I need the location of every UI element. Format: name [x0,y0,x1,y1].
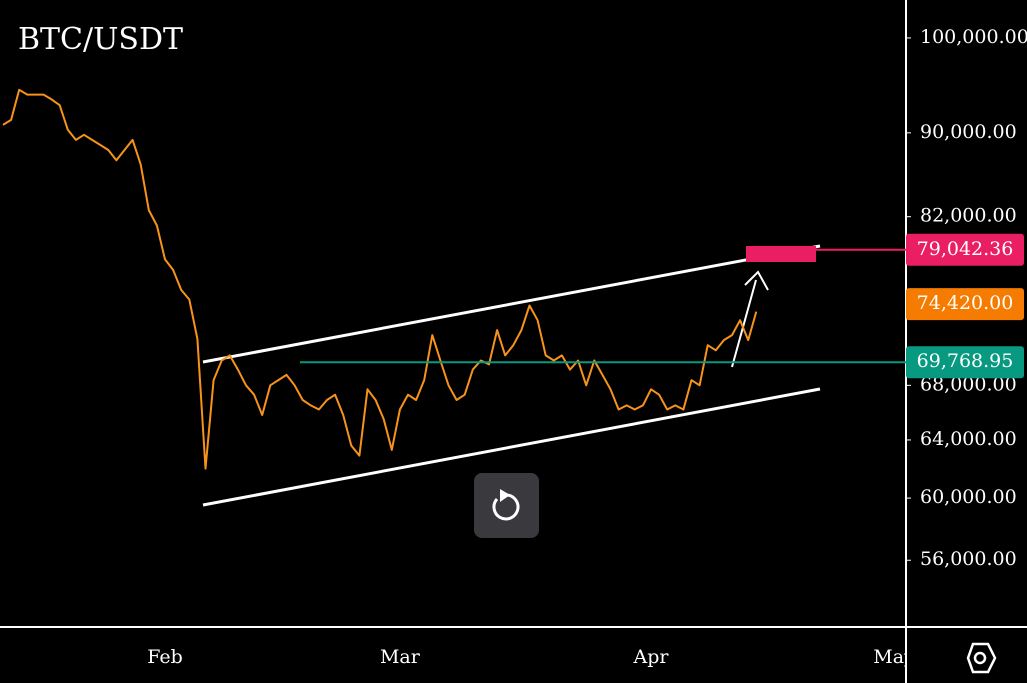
arrow-head [744,270,769,291]
y-tick-label: 64,000.00 [920,428,1017,450]
price-line [2,88,758,470]
y-tick-label: 68,000.00 [920,373,1017,395]
price-label: 74,420.00 [917,292,1014,314]
x-tick-label: Apr [633,646,670,668]
target-box [746,246,816,262]
y-tick-label: 56,000.00 [920,548,1017,570]
price-label: 69,768.95 [917,350,1014,372]
y-tick-label: 100,000.00 [920,26,1027,48]
settings-button[interactable] [966,642,997,674]
price-label-box [906,346,1024,379]
chart-title: BTC/USDT [18,22,183,57]
price-label: 79,042.36 [917,238,1014,260]
y-tick-label: 82,000.00 [920,205,1017,227]
channel-upper [202,244,821,364]
y-tick-label: 90,000.00 [920,121,1017,143]
x-tick-label: Feb [147,646,183,668]
price-label-box [906,233,1024,266]
reset-button[interactable] [474,473,539,538]
x-tick-label: Mar [380,646,421,668]
x-tick-label: May [873,646,915,668]
channel-lower [202,387,821,507]
arrow-shaft [731,279,757,368]
price-label-box [906,288,1024,321]
y-tick-label: 60,000.00 [920,486,1017,508]
x-labels: Feb Mar Apr May [147,646,915,668]
